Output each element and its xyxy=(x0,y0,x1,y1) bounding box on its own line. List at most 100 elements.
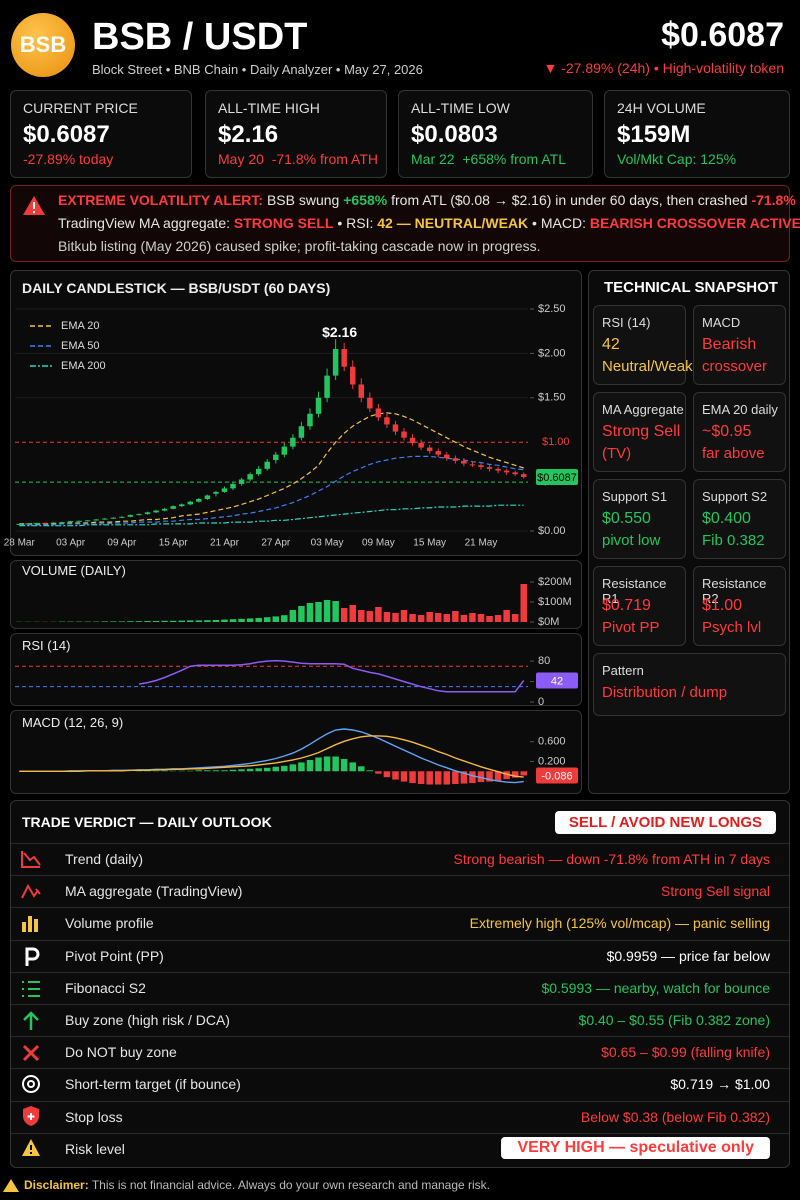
cell-value: Psych lvl xyxy=(702,619,762,636)
row-divider xyxy=(11,939,789,941)
snapshot-cell: MA Aggregate Strong Sell (TV) xyxy=(593,392,686,472)
card-label: ALL-TIME LOW xyxy=(411,100,510,116)
cell-value: far above xyxy=(702,445,765,462)
card-sub: Vol/Mkt Cap: 125% xyxy=(617,151,737,167)
row-label: Risk level xyxy=(65,1140,125,1157)
alert-segment: BEARISH CROSSOVER ACTIVE xyxy=(589,215,800,231)
cell-label: Support S2 xyxy=(702,489,768,504)
cell-label: RSI (14) xyxy=(602,315,651,330)
row-divider xyxy=(11,1004,789,1005)
cell-value: 42 xyxy=(602,336,620,353)
row-value: $0.9959 — price far below xyxy=(606,947,770,964)
cell-label: Pattern xyxy=(602,663,644,678)
row-value: $0.40 – $0.55 (Fib 0.382 zone) xyxy=(578,1012,770,1028)
card-value: $0.6087 xyxy=(23,121,110,148)
alert-line: TradingView MA aggregate: STRONG SELL • … xyxy=(58,215,800,231)
cell-value: Pivot PP xyxy=(602,619,660,636)
row-label: Stop loss xyxy=(65,1108,123,1125)
row-value: $0.65 – $0.99 (falling knife) xyxy=(601,1044,770,1061)
alert-segment: +658% xyxy=(343,192,388,208)
alert-segment: • RSI: xyxy=(333,215,378,231)
candlestick-panel xyxy=(10,270,582,556)
row-divider xyxy=(11,1036,789,1038)
row-value: $0.719 → $1.00 xyxy=(670,1076,770,1093)
alert-segment: BSB swung xyxy=(263,192,344,208)
row-divider xyxy=(11,971,789,973)
stat-card: CURRENT PRICE $0.6087 -27.89% today xyxy=(10,90,192,178)
card-sub: -27.89% today xyxy=(23,151,114,167)
card-sub: Mar 22 +658% from ATL xyxy=(411,151,566,167)
card-value: $0.0803 xyxy=(411,121,498,148)
logo: BSB xyxy=(11,13,75,77)
chart-title: VOLUME (DAILY) xyxy=(22,563,126,578)
row-label: Volume profile xyxy=(65,915,154,932)
row-divider xyxy=(11,1100,789,1102)
row-value: Extremely high (125% vol/mcap) — panic s… xyxy=(469,915,770,932)
row-divider xyxy=(11,875,789,877)
verdict-panel xyxy=(10,800,790,1168)
row-label: MA aggregate (TradingView) xyxy=(65,883,243,900)
alert-box xyxy=(10,185,790,262)
cell-label: Resistance R1 xyxy=(602,576,667,606)
disclaimer-text: This is not financial advice. Always do … xyxy=(88,1178,491,1192)
row-divider xyxy=(11,907,789,909)
alert-segment: STRONG SELL xyxy=(233,215,334,231)
cell-value: $0.550 xyxy=(602,510,651,527)
alert-segment: in one xyxy=(796,192,800,208)
cell-value: Neutral/Weak xyxy=(602,358,693,375)
card-value: $159M xyxy=(617,121,691,148)
cell-value: Fib 0.382 xyxy=(702,532,765,549)
rsi-panel xyxy=(10,633,582,706)
alert-line: EXTREME VOLATILITY ALERT: BSB swung +658… xyxy=(58,192,800,208)
cell-label: Resistance R2 xyxy=(702,576,767,606)
snapshot-cell: MACD Bearish crossover xyxy=(693,305,786,385)
cell-value: Distribution / dump xyxy=(602,684,728,701)
alert-segment: from ATL ($0.08 → $2.16) in under 60 day… xyxy=(387,192,752,208)
snapshot-cell: RSI (14) 42 Neutral/Weak xyxy=(593,305,693,385)
row-divider xyxy=(11,1068,789,1070)
snapshot-cell: Pattern Distribution / dump xyxy=(593,653,786,716)
row-value: Strong bearish — down -71.8% from ATH in… xyxy=(453,851,770,867)
title: BSB / USDT xyxy=(92,16,308,58)
cell-value: (TV) xyxy=(602,445,632,462)
alert-segment: EXTREME VOLATILITY ALERT: xyxy=(58,192,264,208)
row-label: Buy zone (high risk / DCA) xyxy=(65,1012,230,1028)
card-value: $2.16 xyxy=(218,121,279,148)
cell-value: ~$0.95 xyxy=(702,423,752,440)
cell-value: Strong Sell xyxy=(602,423,681,440)
card-sub: May 20 -71.8% from ATH xyxy=(218,151,379,167)
row-label: Fibonacci S2 xyxy=(65,979,146,996)
disclaimer-label: Disclaimer: xyxy=(24,1178,89,1192)
alert-segment: 42 — NEUTRAL/WEAK xyxy=(377,215,529,231)
snapshot-cell: Support S1 $0.550 pivot low xyxy=(593,479,686,559)
header-change: ▼ -27.89% (24h) • High-volatility token xyxy=(543,60,784,76)
risk-badge: VERY HIGH — speculative only xyxy=(501,1136,770,1159)
cell-label: EMA 20 daily xyxy=(702,402,778,417)
alert-segment: -71.8% xyxy=(751,192,796,208)
row-divider xyxy=(11,1132,789,1134)
row-value: Strong Sell signal xyxy=(661,883,770,900)
verdict-badge: SELL / AVOID NEW LONGS xyxy=(554,811,776,834)
card-label: 24H VOLUME xyxy=(617,100,706,116)
snapshot-cell: Support S2 $0.400 Fib 0.382 xyxy=(693,479,786,559)
cell-value: pivot low xyxy=(602,532,661,549)
cell-label: MA Aggregate xyxy=(602,402,684,417)
row-value: Below $0.38 (below Fib 0.382) xyxy=(580,1108,770,1125)
cell-value: $0.400 xyxy=(702,510,751,527)
chart-title: DAILY CANDLESTICK — BSB/USDT (60 DAYS) xyxy=(22,280,331,296)
alert-segment: Bitkub listing (May 2026) caused spike; … xyxy=(58,238,541,254)
header-price: $0.6087 xyxy=(661,16,784,54)
disclaimer: Disclaimer: This is not financial advice… xyxy=(24,1178,490,1192)
row-divider xyxy=(11,843,789,844)
row-label: Trend (daily) xyxy=(65,851,144,867)
verdict-title: TRADE VERDICT — DAILY OUTLOOK xyxy=(22,814,272,830)
cell-label: MACD xyxy=(702,315,741,330)
snapshot-cell: EMA 20 daily ~$0.95 far above xyxy=(693,392,786,472)
alert-segment: TradingView MA aggregate: xyxy=(58,215,234,231)
row-label: Do NOT buy zone xyxy=(65,1044,177,1061)
cell-value: $1.00 xyxy=(702,597,743,614)
alert-line: Bitkub listing (May 2026) caused spike; … xyxy=(58,238,540,254)
cell-value: Bearish xyxy=(702,336,757,353)
